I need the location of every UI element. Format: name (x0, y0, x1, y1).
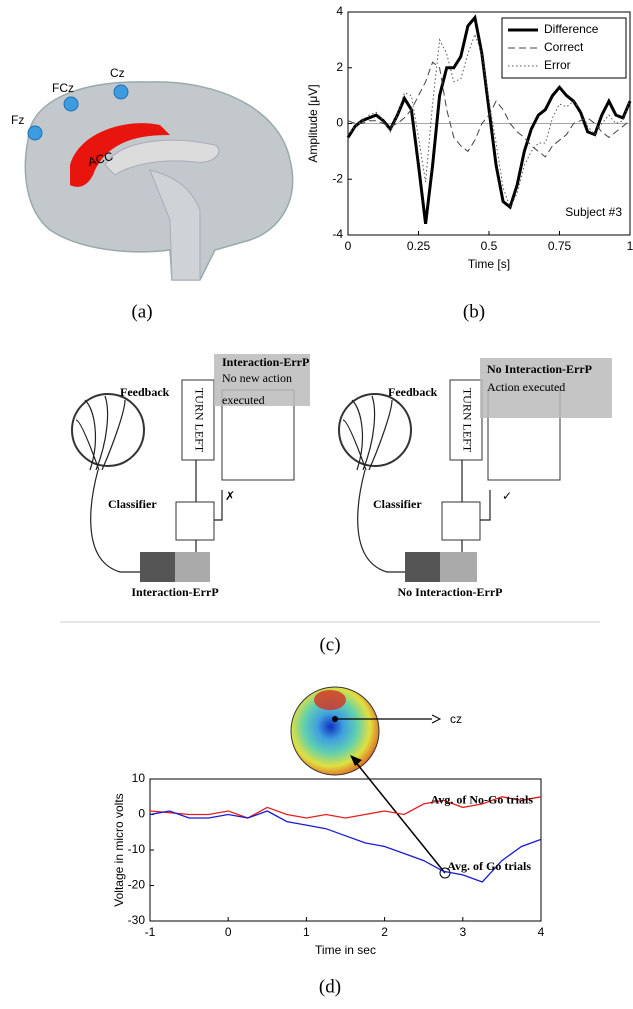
y-tick-label: 0 (138, 807, 145, 821)
bci-diagram: TURN LEFT Feedback Classifier ✗ Interact… (71, 354, 310, 599)
series-line (347, 32, 631, 209)
box-title: No Interaction-ErrP (487, 362, 592, 376)
y-axis-label: Amplitude [μV] (306, 84, 320, 162)
box-title: Interaction-ErrP (222, 355, 309, 369)
x-tick-label: 0.5 (481, 239, 498, 253)
series-line (149, 796, 542, 819)
y-tick-label: 4 (336, 4, 343, 18)
y-tick-label: -4 (332, 227, 343, 241)
x-tick-label: -1 (145, 925, 156, 939)
x-tick-label: 1 (627, 239, 633, 253)
y-tick-label: -30 (128, 913, 146, 927)
x-tick-label: 0 (345, 239, 352, 253)
annotation: Subject #3 (565, 205, 622, 219)
y-tick-label: 0 (336, 116, 343, 130)
x-axis-label: Time in sec (315, 943, 376, 957)
box-text: executed (222, 393, 265, 407)
y-tick-label: -2 (332, 171, 343, 185)
legend-label: Difference (544, 22, 599, 36)
electrode-label: cz (450, 712, 462, 726)
bottom-label: Interaction-ErrP (131, 585, 218, 599)
command: TURN LEFT (192, 388, 206, 453)
x-tick-label: 0.75 (548, 239, 572, 253)
x-tick-label: 1 (303, 925, 310, 939)
caption: (a) (131, 301, 152, 322)
topomap: cz (290, 686, 462, 879)
caption: (c) (319, 634, 340, 655)
series-annotation: Avg. of Go trials (447, 859, 531, 873)
caption: (d) (319, 976, 341, 997)
classifier-label: Classifier (108, 497, 157, 511)
x-tick-label: 0.25 (407, 239, 431, 253)
y-tick-label: -20 (128, 878, 146, 892)
feedback-label: Feedback (120, 385, 170, 399)
feedback-label: Feedback (388, 385, 438, 399)
series-line (346, 14, 632, 224)
bottom-label: No Interaction-ErrP (398, 585, 503, 599)
legend-label: Error (544, 58, 571, 72)
electrode-label: Cz (110, 66, 125, 80)
command: TURN LEFT (460, 388, 474, 453)
brain-illustration: Fz FCz Cz ACC (11, 66, 294, 281)
x-axis-label: Time [s] (468, 257, 510, 271)
y-axis-label: Voltage in micro volts (112, 793, 126, 906)
electrode-label: FCz (52, 81, 74, 95)
bci-diagram: TURN LEFT Feedback Classifier ✓ No Inter… (338, 358, 612, 599)
x-tick-label: 4 (538, 925, 545, 939)
box-text: No new action (222, 371, 292, 385)
y-tick-label: -10 (128, 842, 146, 856)
electrode-label: Fz (11, 113, 24, 127)
box-text: Action executed (487, 380, 565, 394)
y-tick-label: 10 (132, 771, 146, 785)
y-tick-label: 2 (336, 60, 343, 74)
error-mark: ✗ (225, 489, 235, 503)
x-tick-label: 0 (225, 925, 232, 939)
series-annotation: Avg. of No-Go trials (431, 793, 534, 807)
legend-label: Correct (544, 40, 584, 54)
region-label: ACC (86, 149, 114, 169)
series-line (149, 810, 542, 883)
classifier-label: Classifier (373, 497, 422, 511)
x-tick-label: 3 (459, 925, 466, 939)
ok-mark: ✓ (502, 489, 512, 503)
x-tick-label: 2 (381, 925, 388, 939)
caption: (b) (463, 301, 485, 322)
series-line (347, 61, 631, 158)
